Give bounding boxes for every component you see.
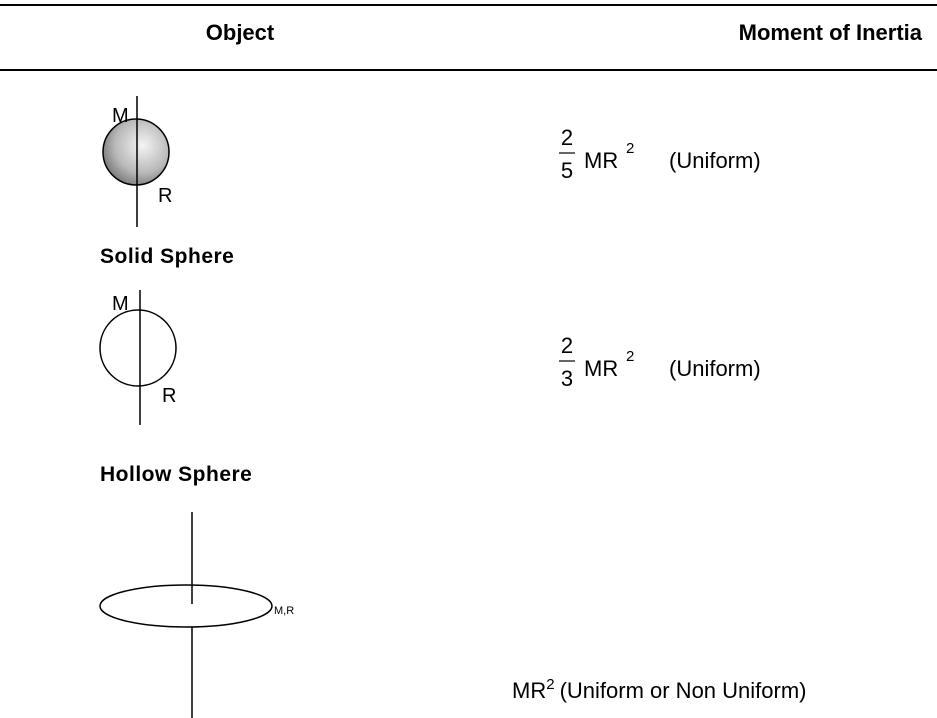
mass-label: M — [112, 293, 129, 315]
formula-base: MR — [512, 678, 546, 703]
numerator: 2 — [561, 125, 573, 150]
formula-exponent: 2 — [626, 348, 634, 365]
formula: MR2 (Uniform or Non Uniform) — [512, 676, 807, 703]
formula-base: MR — [584, 148, 618, 173]
formula-note: (Uniform) — [669, 356, 761, 381]
denominator: 5 — [561, 158, 573, 183]
radius-label: R — [158, 185, 172, 207]
numerator: 2 — [561, 333, 573, 358]
hollow-sphere — [99, 309, 177, 387]
mass-radius-label: M,R — [274, 605, 294, 617]
column-header: Moment of Inertia — [739, 20, 923, 45]
solid-sphere — [102, 118, 170, 186]
denominator: 3 — [561, 366, 573, 391]
ring — [99, 584, 273, 628]
formula-base: MR — [584, 356, 618, 381]
formula-exponent: 2 — [626, 140, 634, 157]
formula-exponent: 2 — [546, 676, 554, 693]
formula-note: (Uniform) — [669, 148, 761, 173]
mass-label: M — [112, 105, 129, 127]
formula-note: (Uniform or Non Uniform) — [560, 678, 807, 703]
column-header: Object — [206, 20, 275, 45]
object-name: Solid Sphere — [100, 245, 234, 268]
object-name: Hollow Sphere — [100, 463, 252, 486]
radius-label: R — [162, 385, 176, 407]
